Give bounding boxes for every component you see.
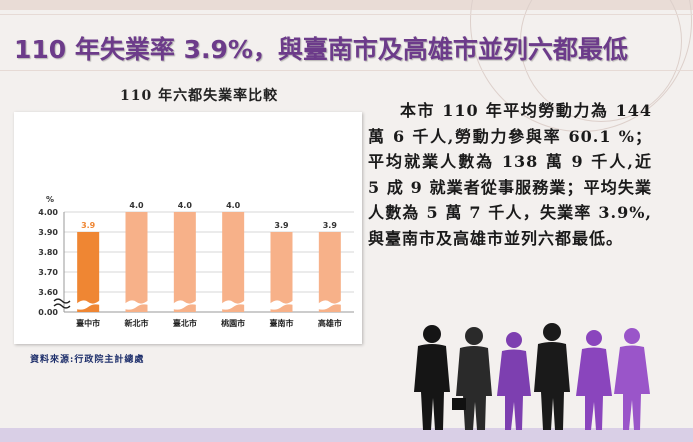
person-silhouette: [452, 327, 492, 430]
bar: [77, 232, 100, 312]
bar: [125, 212, 148, 312]
y-tick-label: 3.70: [38, 268, 58, 277]
x-tick-label: 臺北市: [173, 318, 197, 328]
person-silhouette: [576, 330, 612, 430]
x-tick-label: 臺南市: [270, 318, 294, 328]
bar: [222, 212, 245, 312]
summary-paragraph: 本市 110 年平均勞動力為 144 萬 6 千人,勞動力參與率 60.1 %；…: [368, 101, 652, 248]
chart-panel: % 4.00 3.90 3.80 3.70 3.60 0.00 3.9 臺中市 4.0 新北市 4.0…: [14, 112, 362, 344]
axis-break-icon: [53, 298, 71, 309]
person-silhouette: [614, 328, 650, 430]
decorative-line: [0, 14, 693, 15]
person-silhouette: [497, 332, 531, 430]
bar: [318, 232, 341, 312]
top-decoration: [0, 0, 693, 10]
data-label: 3.9: [81, 221, 96, 230]
y-tick-label: 3.90: [38, 228, 58, 237]
data-label: 4.0: [129, 201, 144, 210]
y-tick-label: 0.00: [38, 308, 58, 317]
bar-break-marker: [269, 300, 294, 310]
bar-break-marker: [172, 300, 197, 310]
person-silhouette: [414, 325, 450, 430]
bar-break-marker: [317, 300, 342, 310]
bar-break-marker: [124, 300, 149, 310]
data-label: 4.0: [178, 201, 193, 210]
x-tick-label: 高雄市: [318, 318, 342, 328]
y-tick-label: 3.60: [38, 288, 58, 297]
bar-break-marker: [76, 300, 101, 310]
x-tick-label: 桃園市: [221, 318, 245, 328]
x-tick-label: 新北市: [125, 318, 149, 328]
data-label: 3.9: [274, 221, 289, 230]
data-label: 3.9: [323, 221, 338, 230]
decorative-line: [0, 70, 693, 71]
business-people-illustration: [414, 323, 650, 430]
slide-title: 110 年失業率 3.9%，與臺南市及高雄市並列六都最低: [14, 35, 628, 64]
bottom-decoration: [0, 428, 693, 442]
source-note: 資料來源:行政院主計總處: [30, 355, 145, 365]
y-tick-label: 4.00: [38, 208, 58, 217]
chart-title: 110 年六都失業率比較: [120, 88, 279, 104]
y-axis-unit: %: [46, 195, 54, 204]
bar-break-marker: [221, 300, 246, 310]
y-tick-label: 3.80: [38, 248, 58, 257]
bar: [173, 212, 196, 312]
person-silhouette: [534, 323, 570, 430]
bar-chart: % 4.00 3.90 3.80 3.70 3.60 0.00 3.9 臺中市 4.0 新北市 4.0…: [38, 195, 354, 328]
bar: [270, 232, 293, 312]
x-tick-label: 臺中市: [76, 318, 100, 328]
data-label: 4.0: [226, 201, 241, 210]
